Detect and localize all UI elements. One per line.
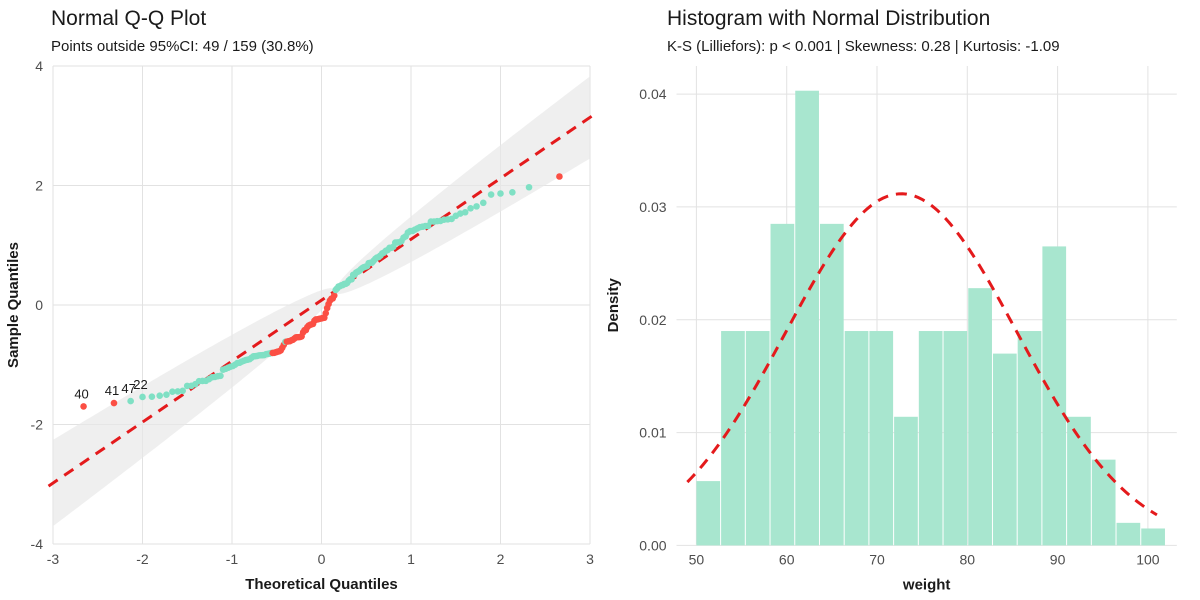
svg-text:K-S (Lilliefors): p < 0.001 |: K-S (Lilliefors): p < 0.001 | Skewness: … <box>667 38 1060 55</box>
svg-text:70: 70 <box>869 552 885 568</box>
svg-text:100: 100 <box>1136 552 1160 568</box>
svg-text:40: 40 <box>74 386 88 401</box>
svg-text:-3: -3 <box>47 551 60 567</box>
svg-text:0.01: 0.01 <box>639 425 666 441</box>
svg-text:Normal Q-Q Plot: Normal Q-Q Plot <box>51 7 206 30</box>
svg-text:0.02: 0.02 <box>639 312 666 328</box>
svg-text:-4: -4 <box>31 536 44 552</box>
svg-text:3: 3 <box>586 551 594 567</box>
svg-text:Points outside 95%CI: 49 / 159: Points outside 95%CI: 49 / 159 (30.8%) <box>51 38 314 55</box>
svg-text:41: 41 <box>105 383 119 398</box>
svg-text:weight: weight <box>902 577 951 594</box>
svg-text:80: 80 <box>960 552 976 568</box>
svg-text:-1: -1 <box>226 551 239 567</box>
svg-text:90: 90 <box>1050 552 1066 568</box>
svg-text:0: 0 <box>318 551 326 567</box>
svg-text:-2: -2 <box>31 417 44 433</box>
svg-text:0.03: 0.03 <box>639 199 666 215</box>
svg-text:Density: Density <box>605 278 622 333</box>
svg-text:2: 2 <box>497 551 505 567</box>
svg-text:4: 4 <box>35 58 43 74</box>
svg-text:60: 60 <box>779 552 795 568</box>
svg-text:0: 0 <box>35 297 43 313</box>
svg-text:22: 22 <box>133 377 147 392</box>
svg-text:0.04: 0.04 <box>639 86 666 102</box>
svg-text:Sample Quantiles: Sample Quantiles <box>5 242 22 368</box>
svg-text:2: 2 <box>35 178 43 194</box>
svg-text:Histogram with Normal Distribu: Histogram with Normal Distribution <box>667 7 990 30</box>
svg-text:1: 1 <box>407 551 415 567</box>
svg-text:0.00: 0.00 <box>639 537 666 553</box>
svg-text:-2: -2 <box>136 551 149 567</box>
svg-text:Theoretical Quantiles: Theoretical Quantiles <box>245 576 398 593</box>
svg-text:50: 50 <box>689 552 705 568</box>
